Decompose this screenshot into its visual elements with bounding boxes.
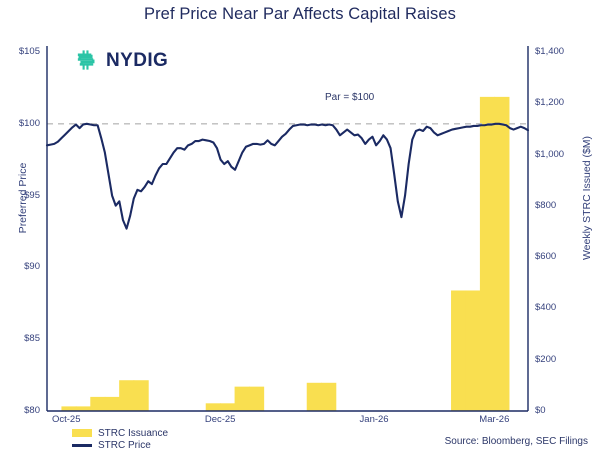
right-tick-label: $200 [535,353,557,365]
bar-series-strc-issuance [61,96,510,411]
line-series-strc-price [45,122,530,230]
right-tick-label: $1,000 [535,148,565,160]
chart-legend: STRC Issuance STRC Price [72,427,168,451]
legend-item-issuance[interactable]: STRC Issuance [72,427,168,439]
nydig-logo-text: NYDIG [106,49,169,71]
x-tick-label: Oct-25 [51,414,81,425]
left-tick-label: $95 [24,189,40,201]
x-tick-label: Mar-26 [479,414,510,425]
source-note: Source: Bloomberg, SEC Filings [444,436,588,447]
legend-swatch-bar-icon [72,429,92,437]
axis-lines [46,46,529,412]
right-tick-label: $1,200 [535,97,565,109]
legend-item-price[interactable]: STRC Price [72,439,168,451]
left-tick-label: $100 [18,117,40,129]
chart-title: Pref Price Near Par Affects Capital Rais… [143,5,457,23]
left-tick-label: $85 [24,333,40,345]
x-tick-label: Dec-25 [204,414,236,425]
nydig-mark-icon [77,50,95,70]
nydig-logo: NYDIG [74,48,168,73]
legend-swatch-line-icon [72,443,92,447]
right-tick-label: $600 [535,251,557,263]
x-tick-label: Jan-26 [359,414,389,425]
legend-label-issuance: STRC Issuance [98,427,169,439]
right-tick-label: $800 [535,199,557,211]
right-tick-label: $400 [535,302,557,314]
left-tick-label: $105 [18,46,40,57]
legend-label-price: STRC Price [98,439,151,451]
right-tick-label: $0 [535,405,546,416]
left-tick-label: $80 [24,405,40,416]
right-tick-label: $1,400 [535,46,565,57]
par-annotation: Par = $100 [325,92,375,103]
left-tick-label: $90 [24,261,40,273]
